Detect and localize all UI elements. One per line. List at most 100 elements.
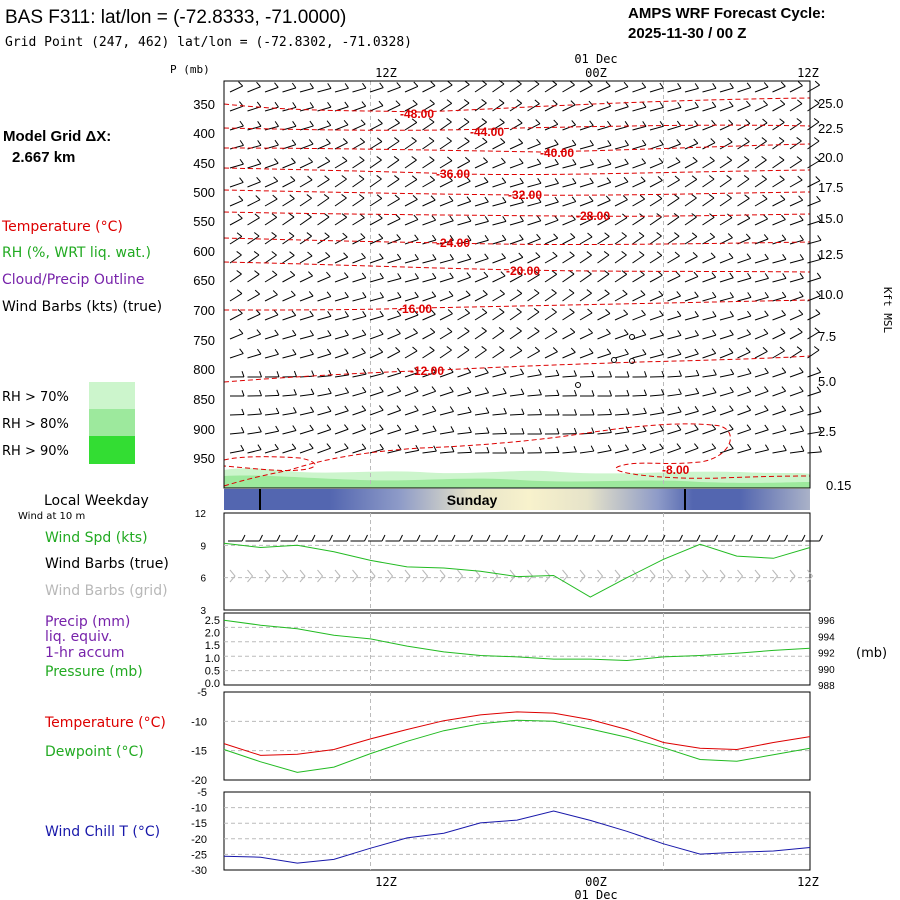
wind-barb <box>807 102 820 112</box>
wind-barb-flag <box>694 330 699 336</box>
wind-barb-flag <box>623 176 629 183</box>
wind-panel-grid <box>224 513 810 610</box>
wind-barb-flag <box>552 347 558 353</box>
wind-barb-grid <box>649 569 656 583</box>
wind-barb-flag <box>362 368 367 375</box>
wind-barb-grid <box>789 569 796 583</box>
wind-barb <box>474 102 487 112</box>
wind-barb-flag <box>642 425 647 432</box>
cloud-marker <box>629 334 635 340</box>
wind-barb-flag <box>449 215 454 222</box>
wind-barb <box>282 448 296 454</box>
wind-barb-flag <box>746 253 752 259</box>
axis-tick-label: -10 <box>191 803 207 815</box>
wind-barb-flag <box>519 215 524 222</box>
wind-barb-flag <box>588 214 593 220</box>
wind-barb-flag <box>342 232 348 238</box>
wind-barb <box>562 255 575 264</box>
wind-barb-flag <box>798 195 804 201</box>
wind-barb <box>544 143 559 150</box>
wind-barb-flag <box>414 273 419 279</box>
wind-barb-grid <box>264 569 271 583</box>
wind-barb-flag <box>344 405 349 412</box>
wind-barb-flag <box>361 272 367 279</box>
wind-barb-flag <box>275 425 280 432</box>
wind-barb <box>422 258 437 264</box>
wind-barb-flag <box>379 82 384 88</box>
wind-barb <box>667 353 682 359</box>
wind-barb <box>457 180 471 188</box>
wind-barb-flag <box>815 309 821 315</box>
wind-barb-flag <box>343 272 349 278</box>
wind-barb-flag <box>533 289 540 294</box>
wind-barb-flag <box>309 102 314 108</box>
wind-barb-flag <box>482 137 488 143</box>
wind-barb-flag <box>711 443 717 449</box>
wind-barb-grid <box>597 569 604 583</box>
wind-barb-flag <box>362 292 367 298</box>
wind-barb-flag <box>814 99 820 104</box>
wind-barb <box>789 85 803 93</box>
wind-barb-flag <box>797 175 803 181</box>
temperature-panel-frame <box>223 691 811 781</box>
wind-barb <box>579 312 593 321</box>
wind-barb <box>352 105 366 112</box>
wind-barb <box>772 410 786 416</box>
wind-barb <box>562 351 576 359</box>
wind-barb-flag <box>468 446 472 453</box>
wind-barb-flag <box>447 156 453 162</box>
wind-barb-flag <box>516 99 523 104</box>
grid-point: Grid Point (247, 462) lat/lon = (-72.830… <box>5 35 412 50</box>
wind-barb-flag <box>311 534 316 542</box>
wind-barb-flag <box>239 158 244 165</box>
wind-barb <box>789 371 804 378</box>
wind-barb <box>562 451 577 454</box>
wind-barb <box>649 235 662 245</box>
wind-barb <box>317 142 331 150</box>
wind-barb <box>789 103 803 112</box>
wind-barb <box>667 375 682 378</box>
wind-barb <box>702 315 717 321</box>
wind-barb-flag <box>749 534 753 542</box>
wind-barb <box>439 431 454 435</box>
axis-tick-label: 0.5 <box>205 665 220 677</box>
wind-barb <box>282 294 296 302</box>
wind-barb-flag <box>516 346 523 351</box>
wind-barb-flag <box>764 253 769 260</box>
wind-barb <box>299 125 314 131</box>
wind-barb-flag <box>553 233 559 239</box>
wind-barb-flag <box>344 101 349 108</box>
wind-barb <box>772 103 786 112</box>
wind-barb-flag <box>448 290 454 297</box>
wind-barb <box>282 162 296 169</box>
wind-barb <box>457 102 470 112</box>
wind-barb <box>509 393 524 397</box>
wind-barb <box>789 450 804 454</box>
wind-barb <box>754 122 768 131</box>
isotherm-28 <box>223 211 811 217</box>
isotherm-label-24: -24.00 <box>436 236 470 250</box>
wind-barb-flag <box>778 156 785 161</box>
wind-barb-flag <box>327 101 332 108</box>
pressure-tick: 650 <box>193 273 215 288</box>
wind-barb-flag <box>694 406 699 412</box>
wind-barb <box>299 429 314 435</box>
wind-barb <box>719 197 732 207</box>
wind-barb-flag <box>396 82 401 88</box>
wind-barb-flag <box>359 137 366 143</box>
isotherm-label-8: -8.00 <box>662 463 690 477</box>
wind-barb-flag <box>743 175 750 180</box>
wind-barb-flag <box>378 347 384 353</box>
wind-barb-flag <box>308 157 313 163</box>
wind-barb-flag <box>780 328 786 334</box>
wind-barb-flag <box>292 102 297 108</box>
wind-barb-flag <box>241 408 245 415</box>
wind-barb <box>334 197 347 207</box>
wind-barb <box>474 121 487 131</box>
wind-barb <box>527 220 541 226</box>
wind-barb-flag <box>272 270 278 276</box>
wind-barb <box>352 123 366 131</box>
wind-barb-flag <box>377 213 383 219</box>
wind-barb <box>544 331 558 340</box>
wind-barb-flag <box>430 81 436 87</box>
